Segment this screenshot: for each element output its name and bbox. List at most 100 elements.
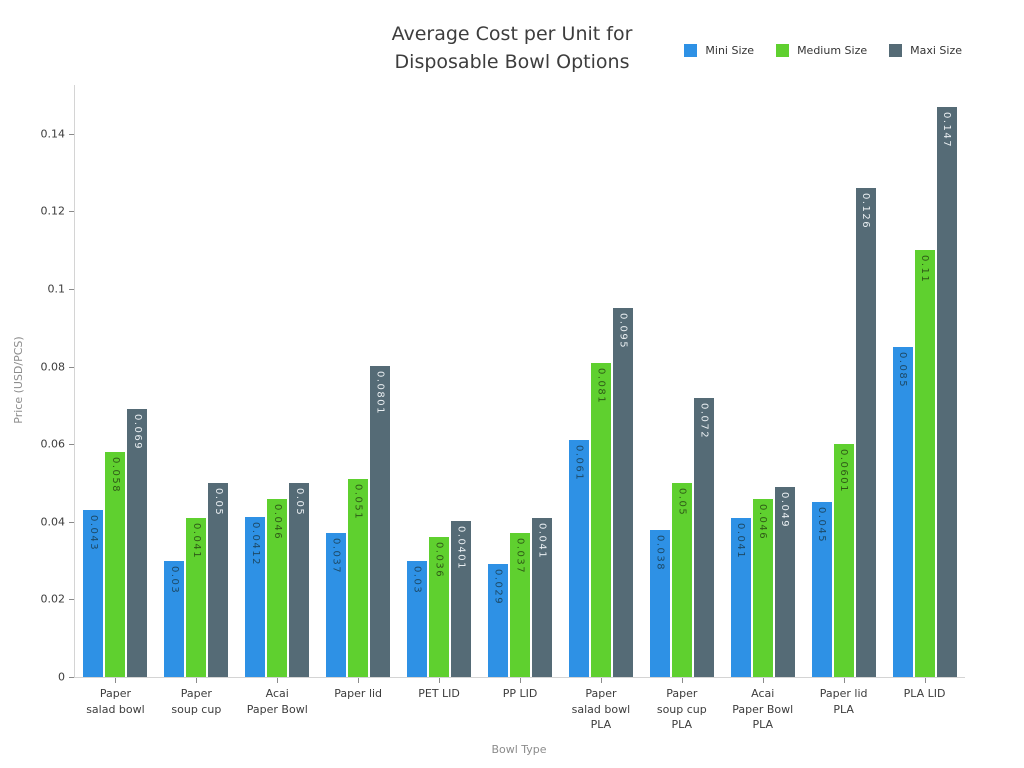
bar: 0.029 bbox=[488, 564, 508, 677]
legend-swatch bbox=[889, 44, 903, 57]
bar-value-label: 0.05 bbox=[293, 488, 305, 517]
x-axis-tick bbox=[762, 678, 764, 683]
y-axis-tick-label: 0.1 bbox=[47, 282, 66, 296]
bar: 0.041 bbox=[532, 517, 552, 677]
chart-title-line1: Average Cost per Unit for bbox=[391, 23, 633, 45]
bar: 0.0801 bbox=[370, 366, 391, 677]
x-axis-category-label: Paper lid bbox=[334, 687, 383, 700]
x-axis-category-label: Paper soup cup bbox=[171, 687, 222, 716]
x-axis-title: Bowl Type bbox=[491, 743, 547, 756]
x-axis-category-label: Acai Paper Bowl bbox=[246, 687, 308, 716]
x-axis-category-label: PET LID bbox=[418, 687, 460, 700]
bar-value-label: 0.041 bbox=[536, 522, 548, 560]
bar: 0.072 bbox=[693, 397, 714, 677]
bar-value-label: 0.061 bbox=[573, 445, 585, 482]
bar: 0.05 bbox=[671, 483, 692, 677]
bar: 0.085 bbox=[892, 347, 913, 677]
legend-item: Medium Size bbox=[776, 44, 867, 57]
bar: 0.046 bbox=[267, 498, 288, 677]
bar-value-label: 0.041 bbox=[735, 522, 747, 560]
x-axis-category-label: Paper salad bowl PLA bbox=[571, 687, 631, 731]
bar: 0.126 bbox=[855, 188, 876, 677]
bar: 0.041 bbox=[730, 517, 751, 677]
bar: 0.05 bbox=[289, 483, 310, 677]
bar-value-label: 0.046 bbox=[757, 503, 769, 540]
x-axis-tick bbox=[681, 678, 683, 683]
bar-value-label: 0.126 bbox=[860, 193, 872, 230]
legend-swatch bbox=[776, 44, 790, 57]
y-axis-tick bbox=[69, 677, 74, 678]
x-axis-tick bbox=[358, 678, 360, 683]
bar-value-label: 0.0401 bbox=[455, 526, 467, 571]
bar-value-label: 0.037 bbox=[330, 538, 342, 575]
x-axis-category-label: Paper soup cup PLA bbox=[656, 687, 707, 731]
bar-value-label: 0.03 bbox=[168, 565, 180, 594]
y-axis-tick bbox=[69, 521, 74, 523]
bar: 0.043 bbox=[83, 510, 104, 677]
x-axis-category-label: PLA LID bbox=[903, 687, 946, 700]
y-axis-tick-label: 0.12 bbox=[40, 204, 66, 218]
legend: Mini Size Medium Size Maxi Size bbox=[684, 44, 962, 57]
y-axis-tick bbox=[69, 211, 74, 213]
bar-value-label: 0.049 bbox=[779, 491, 791, 529]
y-axis-tick bbox=[69, 599, 74, 601]
chart-title: Average Cost per Unit for Disposable Bow… bbox=[0, 20, 1024, 76]
bar: 0.061 bbox=[568, 440, 589, 677]
bar-value-label: 0.041 bbox=[190, 522, 202, 560]
bar: 0.11 bbox=[914, 250, 935, 677]
bar-value-label: 0.036 bbox=[433, 542, 445, 579]
y-axis-tick bbox=[69, 133, 74, 135]
y-axis-tick-label: 0.02 bbox=[40, 592, 66, 606]
bar: 0.0412 bbox=[245, 517, 266, 677]
x-axis-tick bbox=[115, 678, 117, 683]
x-axis-tick bbox=[277, 678, 279, 683]
bar: 0.041 bbox=[186, 517, 207, 677]
bar: 0.05 bbox=[208, 483, 229, 677]
bar-value-label: 0.095 bbox=[617, 313, 629, 350]
y-axis-tick-label: 0 bbox=[58, 670, 65, 684]
bar-value-label: 0.05 bbox=[676, 488, 688, 517]
bar-value-label: 0.11 bbox=[919, 255, 931, 284]
bar: 0.038 bbox=[649, 529, 670, 677]
y-axis-tick-label: 0.08 bbox=[40, 360, 66, 374]
bar: 0.081 bbox=[590, 362, 611, 677]
bar-value-label: 0.03 bbox=[411, 565, 423, 594]
bar: 0.051 bbox=[348, 479, 369, 677]
bar: 0.037 bbox=[510, 533, 530, 677]
x-axis-category-label: PP LID bbox=[502, 687, 538, 700]
x-axis-tick bbox=[196, 678, 198, 683]
x-axis-category-label: Acai Paper Bowl PLA bbox=[732, 687, 794, 731]
legend-item: Mini Size bbox=[684, 44, 754, 57]
x-axis-tick bbox=[600, 678, 602, 683]
x-axis-category-label: Paper lid PLA bbox=[819, 687, 868, 716]
bar-value-label: 0.069 bbox=[131, 414, 143, 451]
legend-label: Mini Size bbox=[705, 44, 755, 57]
bar-value-label: 0.0412 bbox=[249, 522, 261, 567]
bar: 0.045 bbox=[811, 502, 832, 677]
bar: 0.03 bbox=[164, 560, 185, 677]
legend-label: Medium Size bbox=[797, 44, 868, 57]
y-axis-tick-label: 0.14 bbox=[40, 127, 66, 141]
legend-item: Maxi Size bbox=[889, 44, 962, 57]
bar: 0.058 bbox=[105, 451, 126, 677]
bar-value-label: 0.147 bbox=[941, 111, 953, 148]
bar: 0.095 bbox=[612, 308, 633, 677]
bar-value-label: 0.0601 bbox=[838, 448, 850, 493]
bar-value-label: 0.05 bbox=[212, 488, 224, 517]
legend-swatch bbox=[684, 44, 698, 57]
bar: 0.049 bbox=[774, 486, 795, 677]
x-axis-tick bbox=[520, 678, 521, 683]
bar-value-label: 0.081 bbox=[595, 367, 607, 404]
bar: 0.147 bbox=[936, 106, 957, 677]
x-axis-tick bbox=[439, 678, 441, 683]
bar-value-label: 0.058 bbox=[109, 456, 121, 494]
bar: 0.046 bbox=[752, 498, 773, 677]
y-axis-tick bbox=[69, 444, 74, 446]
bar-value-label: 0.038 bbox=[654, 534, 666, 571]
bar-value-label: 0.029 bbox=[492, 569, 504, 606]
y-axis-tick bbox=[69, 366, 74, 368]
bar-value-label: 0.045 bbox=[816, 507, 828, 544]
y-axis-tick bbox=[69, 289, 74, 290]
bar: 0.0401 bbox=[451, 521, 472, 677]
